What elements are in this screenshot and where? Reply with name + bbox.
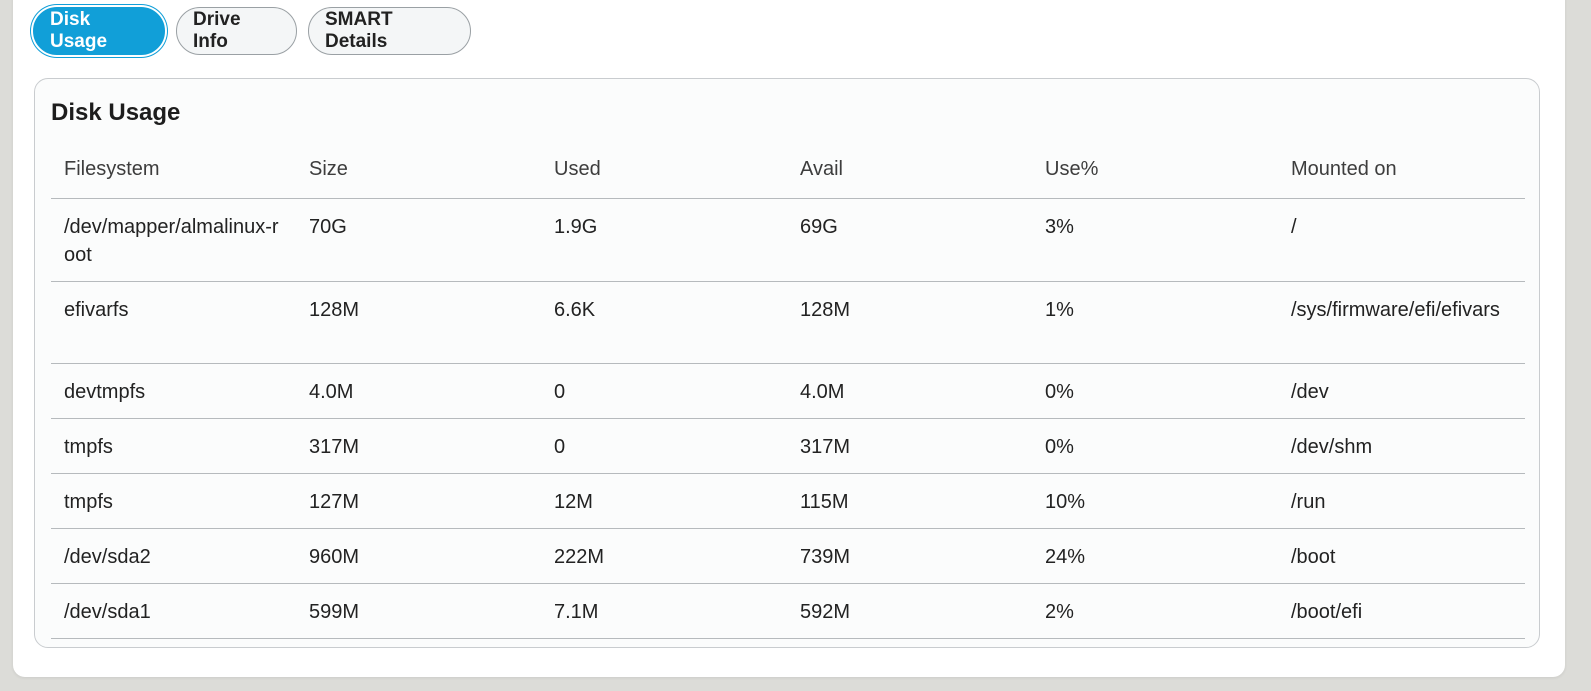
- table-row: tmpfs 127M 12M 115M 10% /run: [51, 473, 1525, 529]
- table-row: /dev/mapper/almalinux-root 70G 1.9G 69G …: [51, 198, 1525, 282]
- cell-filesystem: /dev/mapper/almalinux-root: [51, 198, 296, 282]
- cell-avail: 4.0M: [787, 363, 1032, 419]
- cell-mounted-on: /run: [1278, 473, 1525, 529]
- cell-use-percent: 3%: [1032, 198, 1278, 282]
- cell-mounted-on: /boot: [1278, 528, 1525, 584]
- cell-filesystem: tmpfs: [51, 418, 296, 474]
- cell-size: 599M: [296, 583, 541, 639]
- cell-size: 960M: [296, 528, 541, 584]
- cell-used: 1.9G: [541, 198, 787, 282]
- cell-filesystem: /dev/sda1: [51, 583, 296, 639]
- table-header-row: Filesystem Size Used Avail Use% Mounted …: [51, 145, 1525, 199]
- header-size: Size: [296, 145, 541, 199]
- cell-use-percent: 0%: [1032, 363, 1278, 419]
- table-row: /dev/sda1 599M 7.1M 592M 2% /boot/efi: [51, 583, 1525, 639]
- header-used: Used: [541, 145, 787, 199]
- table-row: devtmpfs 4.0M 0 4.0M 0% /dev: [51, 363, 1525, 419]
- disk-usage-table: Filesystem Size Used Avail Use% Mounted …: [51, 145, 1525, 639]
- cell-size: 4.0M: [296, 363, 541, 419]
- cell-size: 127M: [296, 473, 541, 529]
- cell-mounted-on: /boot/efi: [1278, 583, 1525, 639]
- cell-avail: 115M: [787, 473, 1032, 529]
- cell-size: 128M: [296, 281, 541, 364]
- cell-use-percent: 0%: [1032, 418, 1278, 474]
- tab-smart-details[interactable]: SMART Details: [308, 7, 471, 55]
- cell-used: 0: [541, 363, 787, 419]
- cell-use-percent: 10%: [1032, 473, 1278, 529]
- cell-used: 0: [541, 418, 787, 474]
- cell-used: 222M: [541, 528, 787, 584]
- cell-mounted-on: /sys/firmware/efi/efivars: [1278, 281, 1525, 364]
- table-row: /dev/sda2 960M 222M 739M 24% /boot: [51, 528, 1525, 584]
- header-filesystem: Filesystem: [51, 145, 296, 199]
- header-use-percent: Use%: [1032, 145, 1278, 199]
- tab-disk-usage[interactable]: Disk Usage: [33, 7, 165, 55]
- cell-used: 7.1M: [541, 583, 787, 639]
- cell-use-percent: 2%: [1032, 583, 1278, 639]
- cell-size: 317M: [296, 418, 541, 474]
- cell-use-percent: 24%: [1032, 528, 1278, 584]
- disk-usage-card: Disk Usage Filesystem Size Used Avail Us…: [34, 78, 1540, 648]
- cell-mounted-on: /: [1278, 198, 1525, 282]
- cell-avail: 739M: [787, 528, 1032, 584]
- table-row: efivarfs 128M 6.6K 128M 1% /sys/firmware…: [51, 281, 1525, 364]
- cell-used: 12M: [541, 473, 787, 529]
- cell-filesystem: efivarfs: [51, 281, 296, 364]
- card-title: Disk Usage: [51, 99, 181, 126]
- header-mounted-on: Mounted on: [1278, 145, 1525, 199]
- cell-filesystem: /dev/sda2: [51, 528, 296, 584]
- cell-size: 70G: [296, 198, 541, 282]
- cell-use-percent: 1%: [1032, 281, 1278, 364]
- cell-avail: 592M: [787, 583, 1032, 639]
- header-avail: Avail: [787, 145, 1032, 199]
- cell-mounted-on: /dev: [1278, 363, 1525, 419]
- table-row: tmpfs 317M 0 317M 0% /dev/shm: [51, 418, 1525, 474]
- cell-used: 6.6K: [541, 281, 787, 364]
- cell-mounted-on: /dev/shm: [1278, 418, 1525, 474]
- tab-bar: Disk Usage Drive Info SMART Details: [33, 7, 471, 55]
- cell-filesystem: tmpfs: [51, 473, 296, 529]
- cell-filesystem: devtmpfs: [51, 363, 296, 419]
- tab-drive-info[interactable]: Drive Info: [176, 7, 297, 55]
- cell-avail: 128M: [787, 281, 1032, 364]
- cell-avail: 317M: [787, 418, 1032, 474]
- cell-avail: 69G: [787, 198, 1032, 282]
